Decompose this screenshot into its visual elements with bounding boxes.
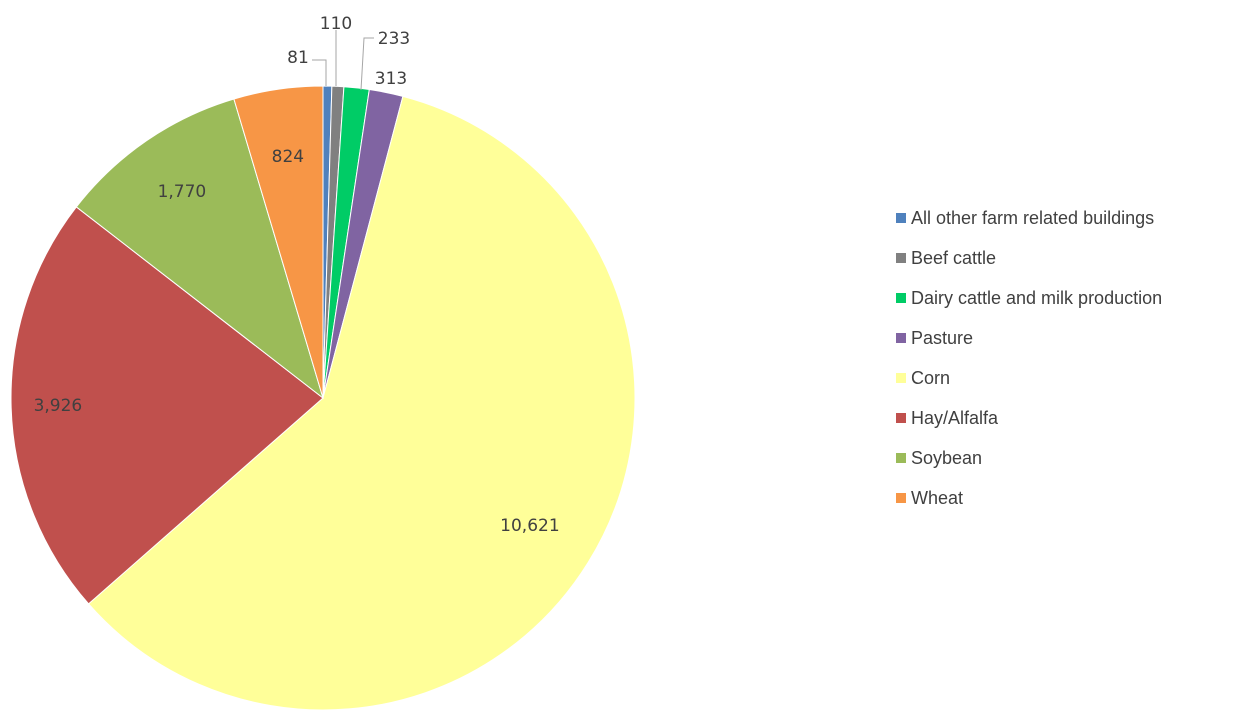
legend-item-soybean: Soybean — [896, 438, 1162, 478]
legend-label: Corn — [911, 367, 951, 388]
legend-label: All other farm related buildings — [911, 207, 1155, 228]
slice-wheat — [233, 85, 324, 399]
data-label-beef-cattle: 110 — [320, 14, 352, 34]
legend-swatch — [896, 333, 906, 343]
legend-swatch — [896, 493, 906, 503]
data-label-corn: 10,621 — [500, 516, 559, 536]
leader-line-all-other-farm-related-buildings — [312, 59, 327, 86]
legend-item-wheat: Wheat — [896, 478, 1162, 518]
legend-label: Hay/Alfalfa — [911, 407, 999, 428]
slice-soybean — [75, 98, 324, 400]
slice-hay-alfalfa — [10, 206, 324, 605]
data-label-pasture: 313 — [375, 69, 407, 89]
legend: All other farm related buildings Beef cat… — [896, 198, 1162, 518]
legend-label: Dairy cattle and milk production — [911, 287, 1163, 308]
data-label-hay-alfalfa: 3,926 — [34, 396, 83, 416]
data-label-dairy-cattle-and-milk-production: 233 — [378, 29, 410, 49]
data-label-all-other-farm-related-buildings: 81 — [287, 48, 309, 68]
legend-label: Beef cattle — [911, 247, 997, 268]
leader-lines — [312, 30, 374, 91]
legend-swatch — [896, 213, 906, 223]
legend-item-corn: Corn — [896, 358, 1162, 398]
legend-label: Soybean — [911, 447, 983, 468]
legend-item-pasture: Pasture — [896, 318, 1162, 358]
legend-label: Wheat — [911, 487, 964, 508]
legend-item-hay-alfalfa: Hay/Alfalfa — [896, 398, 1162, 438]
legend-item-dairy-cattle-and-milk-production: Dairy cattle and milk production — [896, 278, 1162, 318]
leader-line-dairy-cattle-and-milk-production — [360, 37, 374, 91]
legend-swatch — [896, 293, 906, 303]
data-label-soybean: 1,770 — [158, 182, 207, 202]
legend-item-beef-cattle: Beef cattle — [896, 238, 1162, 278]
legend-swatch — [896, 373, 906, 383]
legend-item-all-other-farm-related-buildings: All other farm related buildings — [896, 198, 1162, 238]
slice-corn — [87, 95, 636, 710]
legend-swatch — [896, 253, 906, 263]
data-labels: 81 110 233 313 10,621 3,926 1,770 824 — [34, 14, 560, 536]
legend-label: Pasture — [911, 327, 974, 348]
pie-slices — [10, 85, 636, 710]
legend-swatch — [896, 413, 906, 423]
legend-swatch — [896, 453, 906, 463]
data-label-wheat: 824 — [272, 147, 304, 167]
